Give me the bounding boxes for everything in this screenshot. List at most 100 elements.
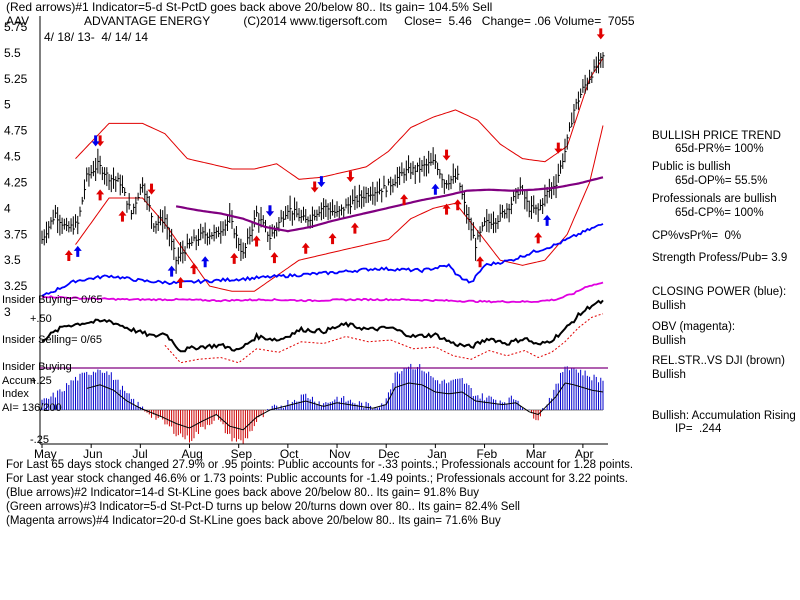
red-buy-arrow (230, 252, 239, 264)
red-buy-arrow (96, 189, 105, 201)
red-buy-arrow (301, 242, 310, 254)
right-public-value: 65d-OP%= 55.5% (675, 175, 767, 187)
red-sell-arrow (554, 142, 563, 154)
right-accum-value: IP= .244 (675, 423, 722, 435)
accum-plus25: +.25 (30, 375, 52, 387)
red-buy-arrow (328, 233, 337, 245)
price-bars (41, 52, 605, 274)
relative-strength-line (41, 299, 604, 353)
footer-blue-arrows: (Blue arrows)#2 Indicator=14-d St-KLine … (6, 487, 479, 499)
footer-line-year: For Last year stock changed 46.6% or 1.7… (6, 473, 628, 485)
red-sell-arrow (596, 28, 605, 40)
y-tick-label: 3.75 (4, 227, 28, 241)
right-prof-value: 65d-CP%= 100% (675, 207, 764, 219)
y-tick-labels: 5.75 5.5 5.25 5 4.75 4.5 4.25 4 3.75 3.5 3.25 3 (4, 20, 28, 319)
y-tick-label: 4.5 (4, 150, 21, 164)
month-label: Jul (132, 447, 147, 461)
blue-sell-arrow (265, 205, 274, 217)
red-buy-arrow (453, 199, 462, 211)
header-dates: 4/ 18/ 13- 4/ 14/ 14 (44, 30, 148, 44)
moving-average-line (175, 176, 604, 233)
month-label: Nov (329, 447, 350, 461)
right-obv-title: OBV (magenta): (652, 321, 735, 333)
month-label: Dec (378, 447, 399, 461)
right-strength: Strength Profess/Pub= 3.9 (652, 252, 787, 264)
blue-buy-arrow (73, 245, 82, 257)
y-tick-label: 4.75 (4, 124, 28, 138)
right-accum-title: Bullish: Accumulation Rising (652, 410, 796, 422)
right-panel: BULLISH PRICE TREND 65d-PR%= 100% Public… (652, 130, 796, 435)
index-label: Index (2, 388, 29, 400)
red-sell-arrow (147, 183, 156, 195)
y-tick-label: 5.5 (4, 46, 21, 60)
upper-band (75, 57, 604, 180)
obv-line (41, 281, 604, 304)
y-tick-label: 3.5 (4, 253, 21, 267)
y-tick-label: 3 (4, 305, 11, 319)
insider-buying-label-2: Insider Buying (2, 361, 72, 373)
red-sell-arrow (310, 181, 319, 193)
red-buy-arrow (64, 250, 73, 262)
red-sell-arrow (96, 135, 105, 147)
month-label: Mar (526, 447, 547, 461)
blue-buy-arrow (543, 214, 552, 226)
month-labels: May Jun Jul Aug Sep Oct Nov Dec Jan Feb Mar Apr (34, 444, 594, 461)
right-closing-power-value: Bullish (652, 300, 686, 312)
accum-index-bars (41, 363, 604, 444)
red-sell-arrow (346, 171, 355, 183)
footer-magenta-arrows: (Magenta arrows)#4 Indicator=20-d St-KLi… (6, 515, 501, 527)
right-rs-title: REL.STR..VS DJI (brown) (652, 355, 785, 367)
blue-buy-arrow (201, 256, 210, 268)
red-buy-arrow (118, 210, 127, 222)
month-label: Feb (477, 447, 498, 461)
ai-label: AI= 136/200 (2, 402, 62, 414)
red-buy-arrow (176, 277, 185, 288)
blue-buy-arrow (167, 265, 176, 277)
month-label: Oct (280, 447, 299, 461)
rs-ma-line (164, 313, 604, 364)
right-public-title: Public is bullish (652, 161, 731, 173)
accum-plus50: +.50 (30, 313, 52, 325)
right-closing-power-title: CLOSING POWER (blue): (652, 286, 786, 298)
insider-selling-label: Insider Selling= 0/65 (2, 334, 102, 346)
red-buy-arrow (534, 232, 543, 244)
month-label: May (34, 447, 57, 461)
insider-buying-label: Insider Buying= 0/65 (2, 294, 103, 306)
footer-green-arrows: (Green arrows)#3 Indicator=5-d St-Pct-D … (6, 501, 520, 513)
accum-ma-line (86, 382, 604, 431)
red-buy-arrow (350, 222, 359, 234)
header-red-arrows: (Red arrows)#1 Indicator=5-d St-PctD goe… (6, 0, 492, 14)
y-tick-label: 3.25 (4, 279, 28, 293)
month-label: Aug (182, 447, 203, 461)
right-prof-title: Professionals are bullish (652, 193, 777, 205)
signal-arrows (64, 28, 605, 288)
red-buy-arrow (476, 256, 485, 268)
y-tick-label: 4.25 (4, 175, 28, 189)
y-tick-label: 5 (4, 98, 11, 112)
month-label: Apr (575, 447, 594, 461)
red-sell-arrow (442, 149, 451, 161)
month-label: Jun (83, 447, 102, 461)
right-trend-value: 65d-PR%= 100% (675, 143, 764, 155)
blue-sell-arrow (91, 135, 100, 147)
red-buy-arrow (252, 235, 261, 247)
red-buy-arrow (189, 263, 198, 275)
month-label: Sep (231, 447, 253, 461)
right-rs-value: Bullish (652, 369, 686, 381)
red-buy-arrow (400, 194, 409, 206)
right-cp-vs-pr: CP%vsPr%= 0% (652, 230, 741, 242)
y-tick-label: 4 (4, 201, 11, 215)
footer-line-65d: For Last 65 days stock changed 27.9% or … (6, 459, 633, 471)
indicator-lines (41, 176, 604, 364)
y-tick-label: 5.75 (4, 20, 28, 34)
header-ticker: AAV (6, 14, 29, 28)
accum-label: Accum (2, 375, 36, 387)
red-buy-arrow (442, 203, 451, 215)
accum-minus25: -.25 (30, 434, 49, 446)
closing-power-line (41, 223, 604, 297)
right-trend-title: BULLISH PRICE TREND (652, 130, 781, 142)
month-label: Jan (427, 447, 446, 461)
red-buy-arrow (270, 252, 279, 264)
header-title: ADVANTAGE ENERGY (C)2014 www.tigersoft.c… (84, 14, 635, 28)
